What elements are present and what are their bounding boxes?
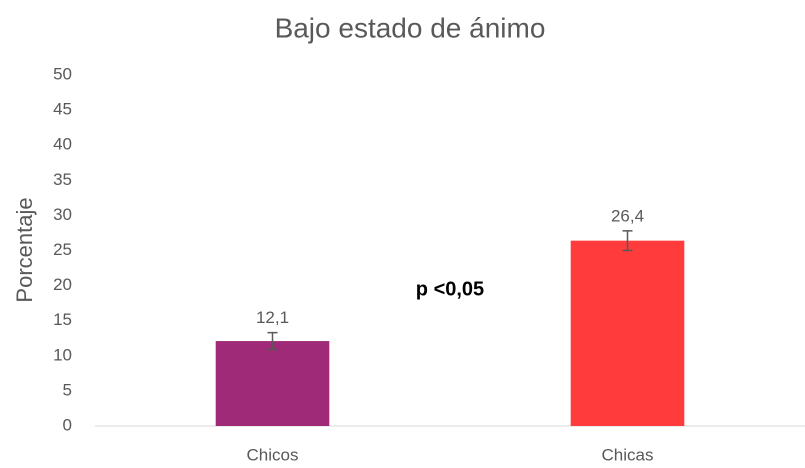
bar [570,240,685,426]
error-bar [267,331,278,351]
x-tick-label: Chicos [247,445,299,464]
y-tick-label: 10 [53,345,72,364]
y-tick-label: 45 [53,100,72,119]
data-label: 12,1 [256,308,289,327]
y-tick-label: 15 [53,310,72,329]
bar [215,341,330,426]
y-tick-label: 20 [53,275,72,294]
y-tick-label: 5 [63,380,72,399]
y-tick-label: 30 [53,205,72,224]
y-axis-label: Porcentaje [12,197,37,302]
y-tick-label: 35 [53,170,72,189]
chart-title: Bajo estado de ánimo [275,12,546,43]
error-bar [622,230,633,252]
y-tick-label: 25 [53,240,72,259]
y-tick-label: 50 [53,64,72,83]
data-label: 26,4 [611,206,644,225]
y-tick-label: 0 [63,415,72,434]
x-tick-label: Chicas [602,445,654,464]
annotation: p <0,05 [416,278,484,300]
y-tick-label: 40 [53,135,72,154]
